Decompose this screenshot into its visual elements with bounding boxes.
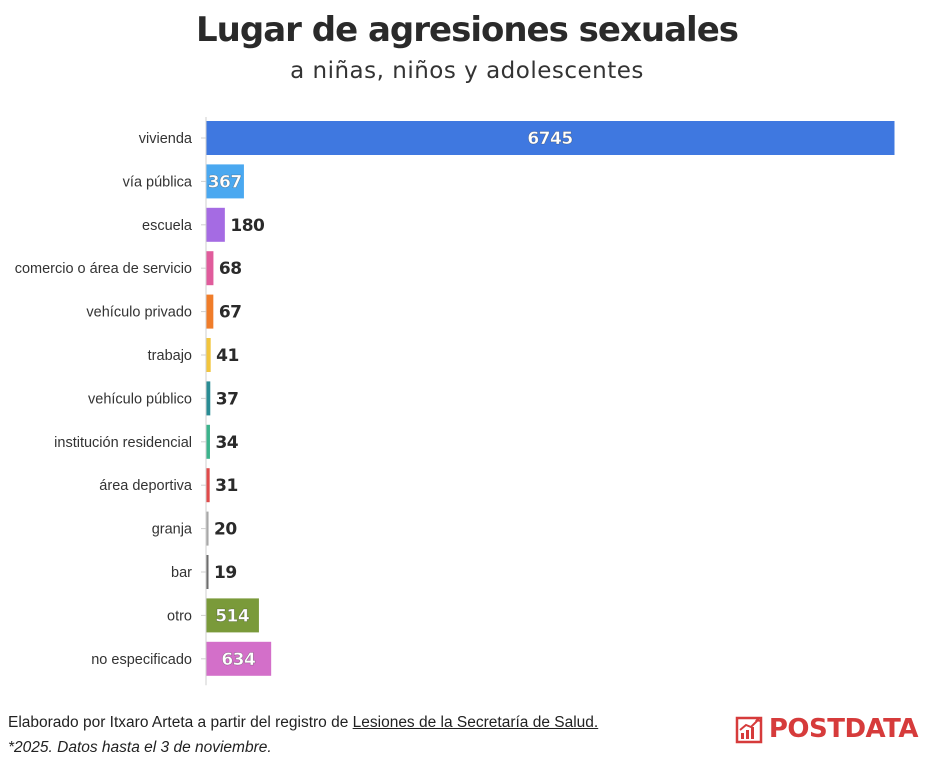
source-link[interactable]: Lesiones de la Secretaría de Salud.: [352, 714, 599, 731]
category-label: bar: [171, 565, 192, 581]
value-label: 19: [214, 563, 237, 583]
date-note: *2025. Datos hasta el 3 de noviembre.: [8, 739, 272, 756]
bar: [206, 381, 211, 416]
bar: [206, 207, 225, 242]
footer: Elaborado por Itxaro Arteta a partir del…: [8, 710, 598, 760]
bar: [206, 251, 214, 286]
bar: [206, 598, 259, 633]
bar: [206, 641, 272, 676]
chart-subtitle: a niñas, niños y adolescentes: [290, 58, 644, 84]
bar-chart: vivienda 6745 vía pública 367 escuela 180 come…: [15, 117, 895, 686]
category-label: no especificado: [91, 652, 192, 668]
value-label: 634: [221, 650, 256, 670]
value-label: 514: [215, 606, 250, 626]
value-label: 6745: [527, 129, 572, 149]
bar: [206, 338, 211, 372]
value-label: 180: [230, 216, 265, 236]
category-label: otro: [167, 608, 192, 624]
postdata-logo[interactable]: POSTDATA: [735, 714, 919, 744]
bar: [206, 468, 210, 503]
category-label: trabajo: [148, 348, 192, 364]
bar: [206, 555, 209, 589]
logo-text: POSTDATA: [768, 714, 919, 744]
value-label: 31: [215, 476, 238, 496]
category-label: vivienda: [139, 131, 193, 147]
category-label: institución residencial: [54, 435, 192, 451]
category-label: vehículo privado: [86, 305, 192, 321]
bar: [206, 511, 209, 546]
value-label: 68: [219, 259, 242, 279]
category-label: comercio o área de servicio: [15, 261, 192, 277]
category-label: área deportiva: [99, 478, 193, 494]
value-label: 34: [215, 433, 238, 453]
bar: [206, 294, 214, 329]
bar: [206, 164, 244, 199]
credit-prefix: Elaborado por Itxaro Arteta a partir del…: [8, 714, 353, 731]
bar: [206, 121, 895, 155]
category-label: escuela: [142, 218, 193, 234]
category-label: vía pública: [123, 174, 193, 190]
value-label: 20: [214, 520, 237, 540]
bar: [206, 424, 210, 459]
value-label: 367: [208, 172, 242, 192]
value-label: 67: [219, 303, 242, 323]
category-label: vehículo público: [88, 391, 192, 407]
value-label: 37: [216, 389, 239, 409]
value-label: 41: [216, 346, 239, 366]
category-label: granja: [152, 522, 193, 538]
chart-title: Lugar de agresiones sexuales: [195, 10, 739, 50]
chart-logo-icon: [735, 716, 763, 744]
credit-line: Elaborado por Itxaro Arteta a partir del…: [8, 710, 598, 735]
